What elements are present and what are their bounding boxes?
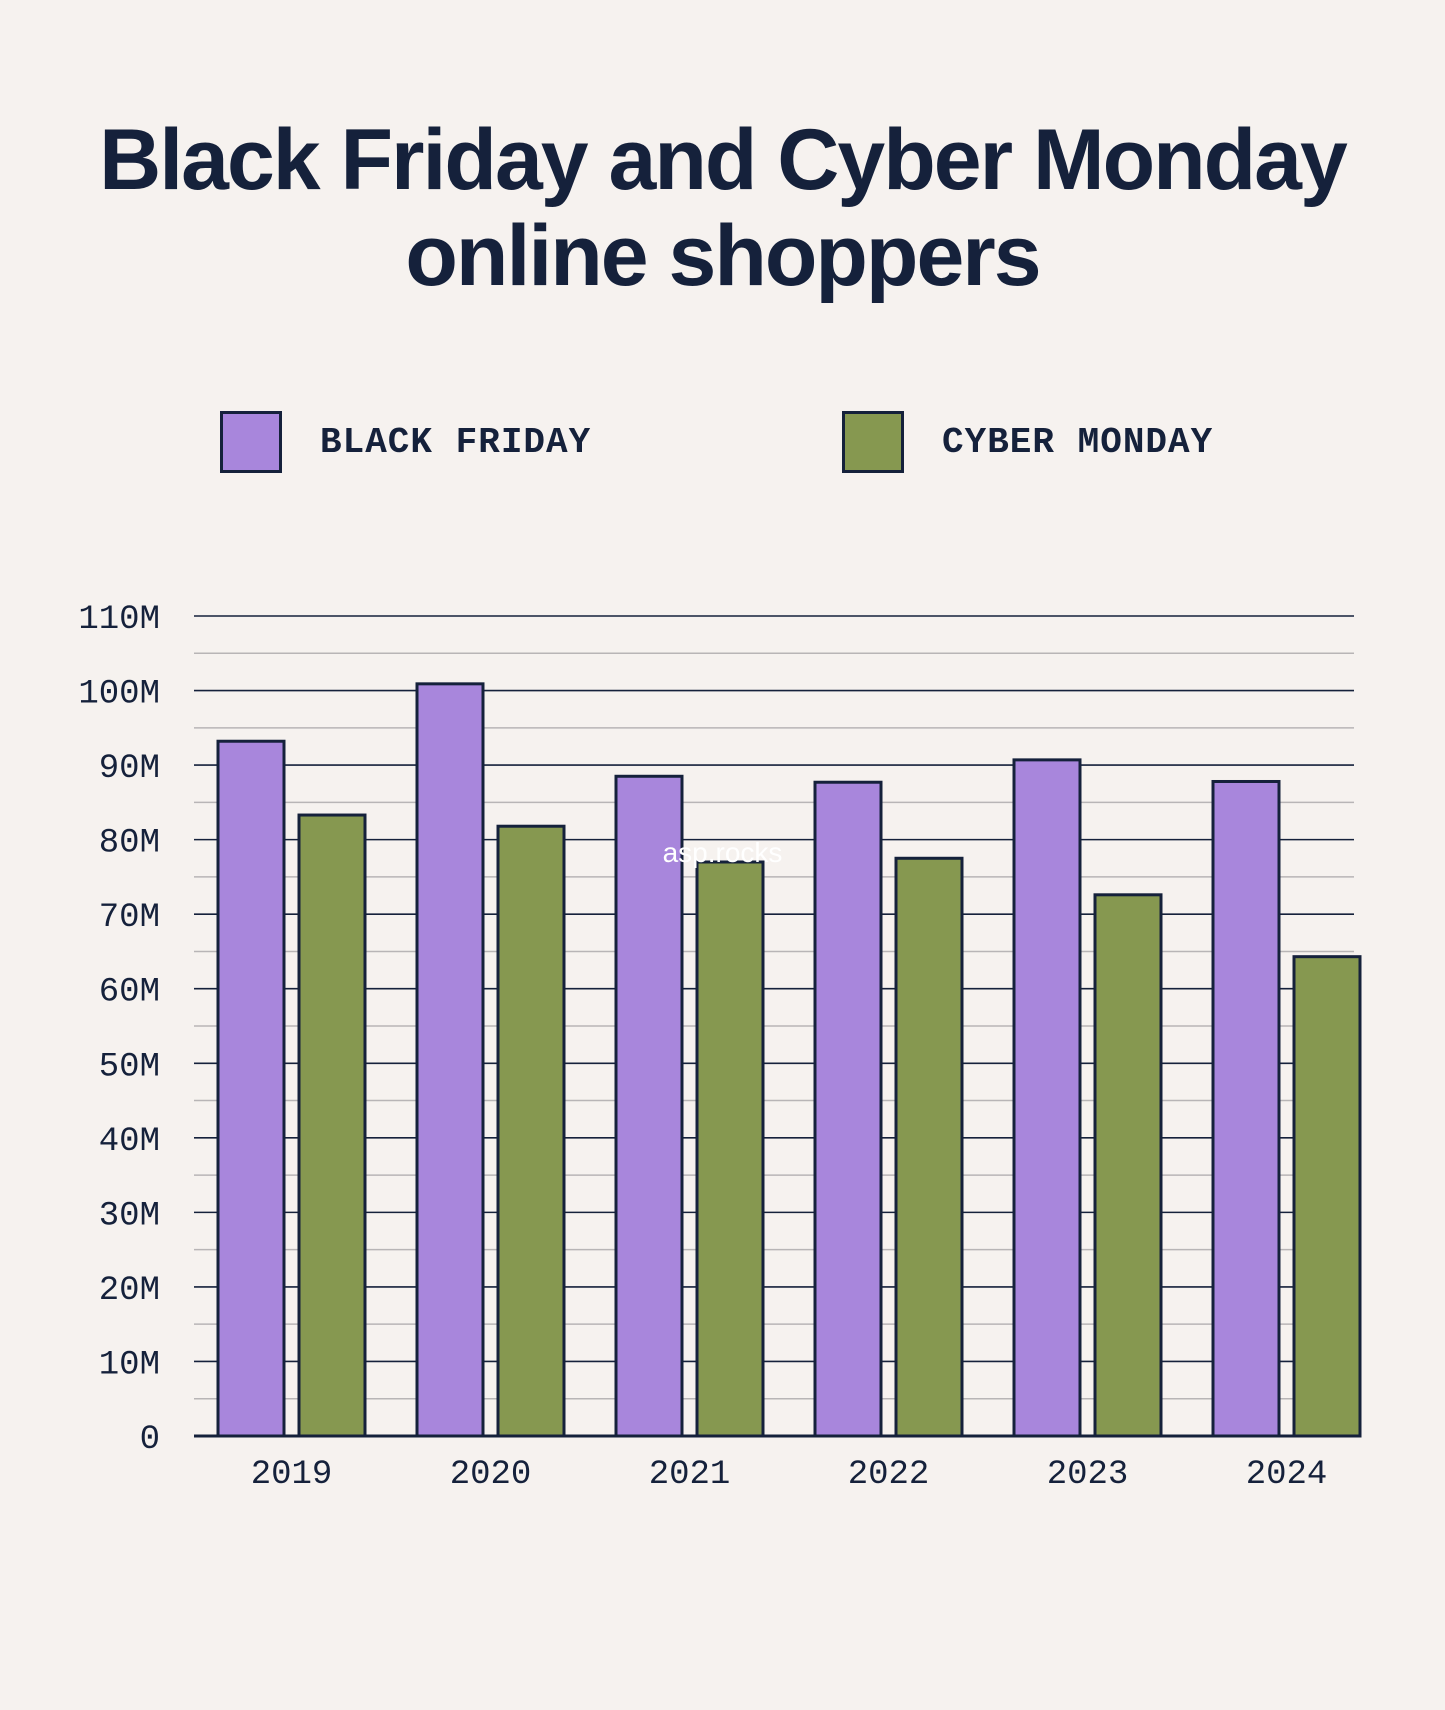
bar-cyber-monday <box>894 856 964 1438</box>
x-tick-label: 2022 <box>848 1456 930 1494</box>
bar-cyber-monday <box>695 860 765 1438</box>
y-tick-label: 80M <box>99 825 160 863</box>
x-tick-label: 2020 <box>450 1456 532 1494</box>
bar-black-friday <box>1211 779 1281 1438</box>
y-tick-label: 110M <box>78 601 160 639</box>
legend-item-cyber-monday: CYBER MONDAY <box>842 409 1213 475</box>
y-tick-label: 50M <box>99 1048 160 1086</box>
legend-label-black-friday: BLACK FRIDAY <box>320 421 592 463</box>
legend-label-cyber-monday: CYBER MONDAY <box>942 421 1214 463</box>
bar-cyber-monday <box>496 824 566 1438</box>
bar-cyber-monday <box>1292 955 1362 1438</box>
legend-swatch-cyber-monday <box>842 411 904 473</box>
y-tick-label: 60M <box>99 974 160 1012</box>
x-tick-label: 2024 <box>1246 1456 1328 1494</box>
bar-cyber-monday <box>297 813 367 1438</box>
bar-black-friday <box>1012 758 1082 1438</box>
y-tick-label: 40M <box>99 1123 160 1161</box>
chart-title-text: Black Friday and Cyber Monday online sho… <box>99 112 1348 304</box>
y-tick-label: 0 <box>140 1421 160 1459</box>
bar-cyber-monday <box>1093 893 1163 1438</box>
y-tick-label: 100M <box>78 676 160 714</box>
y-tick-label: 70M <box>99 899 160 937</box>
x-tick-label: 2021 <box>649 1456 731 1494</box>
legend-swatch-black-friday <box>220 411 282 473</box>
bar-black-friday <box>614 774 684 1438</box>
x-tick-label: 2023 <box>1047 1456 1129 1494</box>
bar-black-friday <box>216 739 286 1438</box>
legend: BLACK FRIDAY CYBER MONDAY <box>0 409 1445 475</box>
legend-item-black-friday: BLACK FRIDAY <box>220 409 591 475</box>
y-tick-label: 10M <box>99 1346 160 1384</box>
x-tick-label: 2019 <box>251 1456 333 1494</box>
bar-black-friday <box>415 682 485 1438</box>
bar-black-friday <box>813 780 883 1438</box>
y-tick-label: 90M <box>99 750 160 788</box>
y-tick-label: 20M <box>99 1272 160 1310</box>
y-tick-label: 30M <box>99 1197 160 1235</box>
chart-title: Black Friday and Cyber Monday online sho… <box>0 112 1445 304</box>
